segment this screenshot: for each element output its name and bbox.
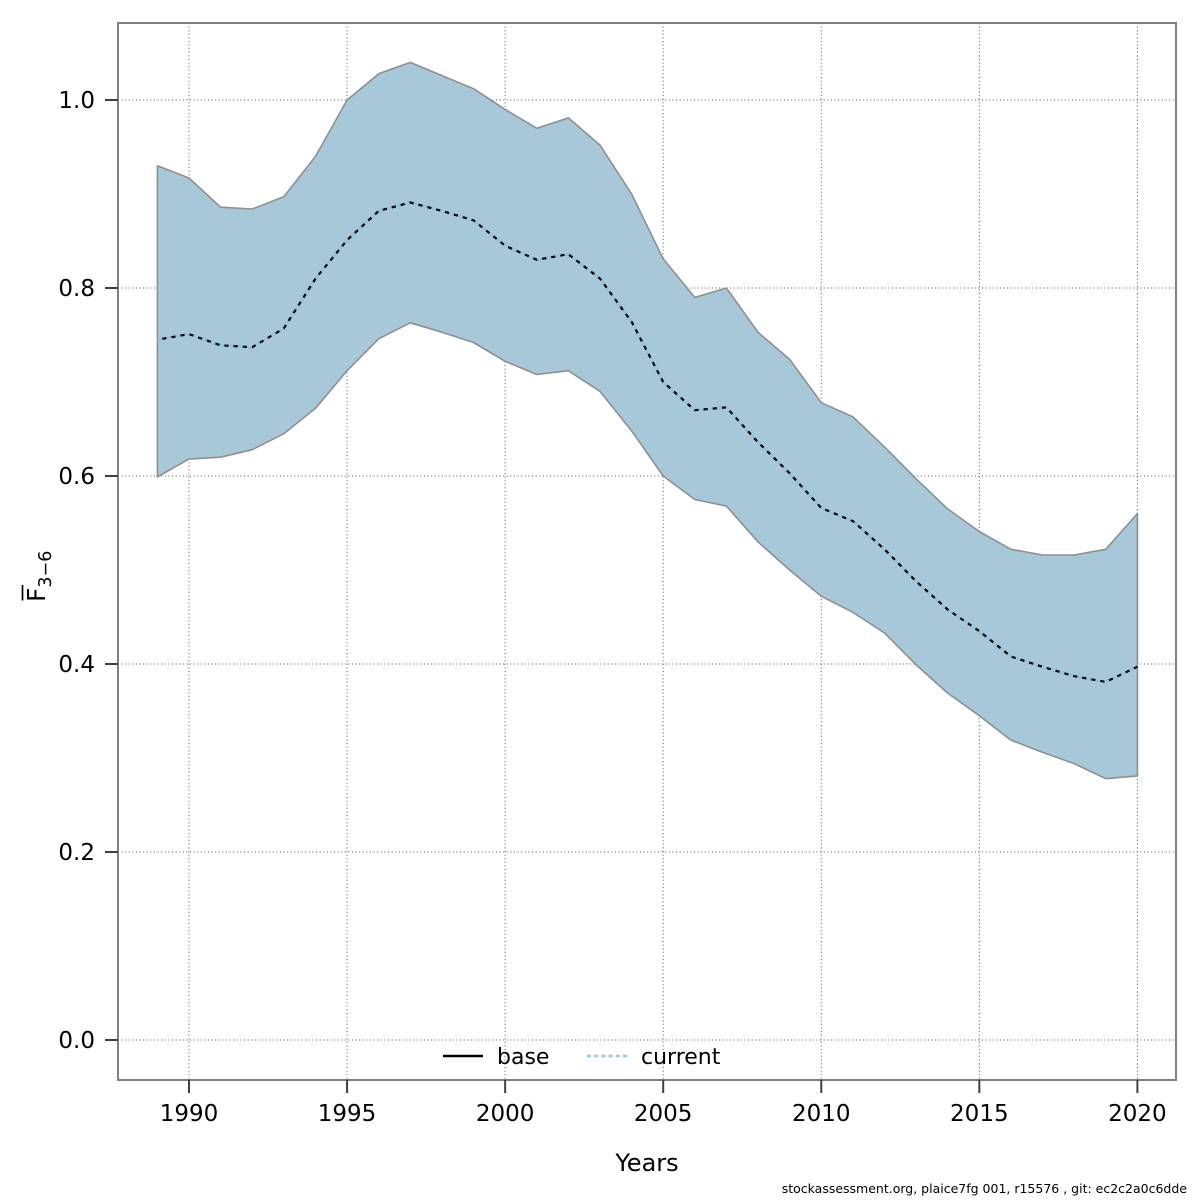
legend-current-label: current xyxy=(641,1045,721,1070)
y-axis-title: F3−6 xyxy=(21,551,56,602)
y-tick-label-0.2: 0.2 xyxy=(58,840,95,866)
axis-tick-labels: 1990 1995 2000 2005 2010 2015 2020 0.0 0.2 0.4 0.6… xyxy=(58,88,1166,1127)
svg-text:F3−6: F3−6 xyxy=(22,551,56,602)
legend-base-label: base xyxy=(497,1045,549,1070)
y-tick-label-0.0: 0.0 xyxy=(58,1028,95,1054)
attribution-text: stockassessment.org, plaice7fg 001, r155… xyxy=(782,1181,1188,1196)
y-tick-label-0.6: 0.6 xyxy=(58,464,95,490)
x-tick-label-2020: 2020 xyxy=(1108,1101,1167,1127)
x-tick-label-2010: 2010 xyxy=(792,1101,851,1127)
y-tick-label-1.0: 1.0 xyxy=(58,88,95,114)
y-tick-label-0.8: 0.8 xyxy=(58,276,95,302)
confidence-band xyxy=(156,61,1139,780)
x-axis-title: Years xyxy=(614,1149,678,1177)
x-tick-label-1995: 1995 xyxy=(318,1101,377,1127)
plot-border xyxy=(117,22,1177,1081)
series-lines xyxy=(157,201,1138,684)
legend: base current xyxy=(443,1045,721,1070)
x-tick-label-2015: 2015 xyxy=(950,1101,1009,1127)
x-tick-label-1990: 1990 xyxy=(160,1101,219,1127)
x-tick-label-2005: 2005 xyxy=(634,1101,693,1127)
y-axis-title-letter: F xyxy=(22,588,51,602)
current-series-line xyxy=(157,201,1138,684)
axis-ticks xyxy=(105,99,1139,1093)
y-tick-label-0.4: 0.4 xyxy=(58,652,95,678)
confidence-band-polygon xyxy=(156,61,1139,780)
x-tick-label-2000: 2000 xyxy=(476,1101,535,1127)
y-axis-title-subscript: 3−6 xyxy=(36,551,56,588)
